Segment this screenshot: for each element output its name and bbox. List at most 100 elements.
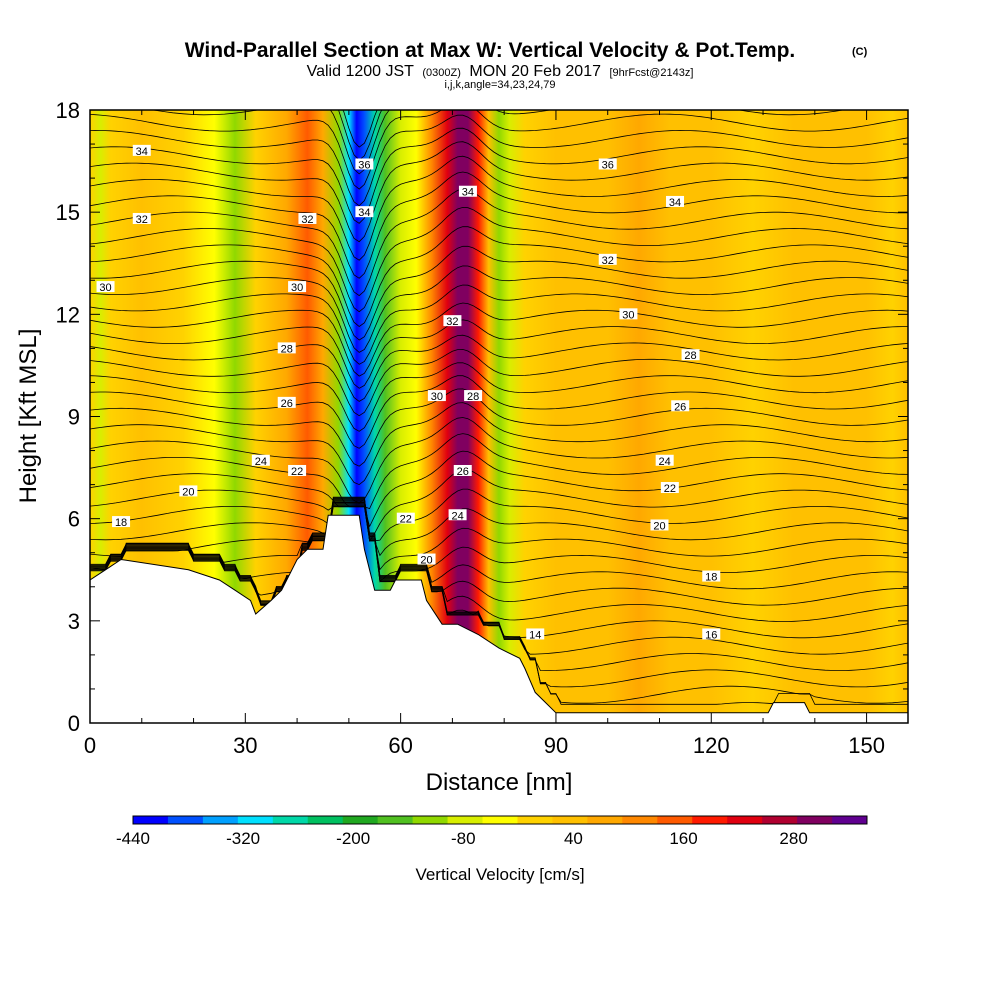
theta-contour [90, 319, 908, 389]
theta-label: 30 [96, 281, 115, 294]
colorbar-swatch [307, 816, 344, 824]
x-axis-label: Distance [nm] [426, 769, 573, 796]
utc-time: (0300Z) [422, 67, 461, 79]
theta-contour [90, 433, 908, 510]
theta-label-text: 16 [705, 629, 717, 641]
colorbar-label: 40 [564, 829, 583, 848]
theta-label-text: 28 [467, 391, 479, 403]
theta-label: 32 [298, 212, 317, 226]
theta-label: 28 [464, 390, 483, 403]
theta-label-bg [355, 158, 374, 170]
theta-contour [90, 388, 908, 467]
colorbar-swatch [517, 816, 553, 824]
theta-label: 24 [448, 509, 467, 522]
colorbar-swatch [797, 816, 833, 824]
theta-contour [90, 450, 908, 528]
theta-label-text: 24 [659, 456, 671, 468]
theta-label-bg [355, 206, 374, 218]
theta-label: 34 [458, 185, 477, 199]
theta-label-bg [702, 570, 721, 582]
theta-label: 32 [443, 315, 462, 328]
theta-label-text: 18 [115, 517, 127, 529]
theta-label: 36 [598, 158, 617, 171]
y-tick-label: 6 [68, 507, 80, 532]
theta-label-bg [598, 253, 617, 265]
x-tick-label: 0 [84, 733, 96, 758]
theta-label-text: 14 [529, 629, 541, 641]
title-unit: (C) [852, 46, 868, 58]
theta-contour [90, 348, 908, 417]
y-tick-label: 9 [68, 405, 80, 430]
theta-contour [90, 500, 908, 622]
theta-label-text: 30 [291, 282, 303, 294]
theta-label-text: 24 [255, 456, 267, 468]
theta-label-bg [132, 144, 151, 156]
colorbar-swatch [622, 816, 658, 824]
theta-label-text: 20 [653, 520, 665, 532]
theta-contour [90, 334, 908, 402]
theta-label-text: 26 [674, 401, 686, 413]
theta-label: 22 [396, 512, 415, 526]
theta-label-text: 32 [602, 255, 614, 267]
theta-label-bg [298, 212, 317, 224]
colorbar-swatch [202, 816, 239, 824]
theta-contour [90, 502, 908, 655]
colorbar-swatch [587, 816, 623, 824]
theta-label-bg [655, 454, 674, 466]
x-tick-label: 90 [544, 733, 568, 758]
theta-label: 30 [288, 281, 307, 294]
theta-label-bg [448, 509, 467, 521]
y-tick-label: 12 [56, 302, 80, 327]
theta-label-bg [598, 158, 617, 170]
colorbar-label: 160 [669, 829, 697, 848]
theta-contour [90, 302, 908, 377]
theta-contour-labels: 34 32 30 36 34 32 30 28 26 24 22 20 18 16 14 36 34 34 32 30… [96, 144, 721, 641]
theta-label-text: 22 [291, 466, 303, 478]
x-tick-label: 60 [388, 733, 412, 758]
y-tick-label: 0 [68, 711, 80, 736]
colorbar-swatch [482, 816, 518, 824]
theta-label-text: 30 [622, 309, 634, 321]
theta-contour [90, 417, 908, 504]
theta-label-text: 22 [664, 483, 676, 495]
theta-label-text: 18 [705, 572, 717, 584]
theta-label-bg [526, 628, 545, 640]
colorbar-swatch [133, 816, 169, 824]
theta-contour [90, 284, 908, 365]
colorbar: -440 -320 -200 -80 40 160 280 [116, 815, 868, 848]
theta-label-text: 20 [182, 486, 194, 498]
theta-label: 28 [277, 342, 296, 355]
theta-label-bg [288, 464, 307, 476]
theta-contour [150, 110, 846, 175]
chart-title: Wind-Parallel Section at Max W: Vertical… [185, 39, 796, 62]
theta-contour [90, 500, 908, 606]
theta-contour [90, 226, 908, 328]
theta-contour [90, 499, 908, 590]
colorbar-swatch [832, 816, 868, 824]
x-axis: 0 30 60 90 120 150 [84, 110, 885, 758]
grid-info: i,j,k,angle=34,23,24,79 [444, 79, 555, 91]
theta-contour [90, 171, 908, 279]
theta-contour [90, 501, 908, 639]
theta-label-text: 26 [281, 398, 293, 410]
theta-contour [90, 375, 908, 449]
theta-label-text: 20 [420, 555, 432, 567]
theta-label: 20 [417, 553, 436, 567]
theta-label-bg [464, 390, 483, 402]
theta-label: 30 [427, 390, 446, 403]
colorbar-frame [132, 815, 868, 825]
theta-label: 34 [666, 195, 685, 209]
theta-contour [90, 141, 908, 243]
theta-label-text: 28 [684, 350, 696, 362]
terrain [90, 514, 908, 723]
theta-label-text: 30 [99, 282, 111, 294]
theta-label-bg [179, 485, 198, 497]
theta-label: 16 [702, 628, 721, 641]
x-tick-label: 30 [233, 733, 257, 758]
theta-label: 22 [660, 482, 679, 495]
theta-label-text: 34 [669, 197, 681, 209]
theta-label-bg [671, 400, 690, 412]
theta-label-bg [681, 349, 700, 361]
